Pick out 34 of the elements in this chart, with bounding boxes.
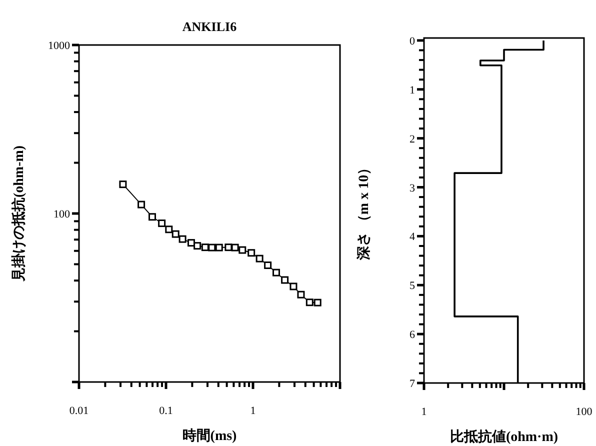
y-tick-label: 0 (410, 35, 416, 48)
point (256, 254, 264, 262)
point (306, 298, 314, 306)
y-axis-title: 見掛けの抵抗(ohm-m) (11, 145, 27, 283)
point (272, 268, 280, 276)
point (194, 242, 202, 250)
y-tick-label: 3 (410, 182, 416, 194)
x-tick-label: 0.01 (69, 405, 89, 417)
point (264, 262, 272, 270)
x-axis-title: 時間(ms) (182, 428, 238, 444)
y-tick-label: 1000 (48, 40, 70, 52)
point (201, 244, 209, 252)
y-tick-label: 4 (410, 231, 416, 244)
point (297, 290, 305, 298)
x-tick-label: 1 (421, 406, 427, 418)
y-tick-label: 7 (410, 378, 416, 390)
point (208, 244, 216, 252)
point (224, 244, 232, 252)
point (178, 235, 186, 243)
y-tick-label: 5 (410, 280, 416, 292)
point (281, 276, 289, 284)
point (138, 200, 146, 208)
y-tick-label: 2 (410, 133, 415, 146)
x-tick-label: 1 (250, 405, 256, 417)
x-axis-title: 比抵抗値(ohm·m) (450, 429, 558, 445)
point (290, 282, 298, 290)
y-tick-label: 1 (410, 84, 415, 96)
point (248, 249, 256, 257)
x-tick-label: 100 (576, 406, 593, 418)
y-tick-label: 6 (410, 329, 416, 342)
x-tick-label: 0.1 (159, 405, 173, 417)
chart-title: ANKILI6 (182, 19, 238, 34)
y-axis-title: 深さ （m x 10） (356, 160, 372, 262)
point (314, 298, 322, 306)
